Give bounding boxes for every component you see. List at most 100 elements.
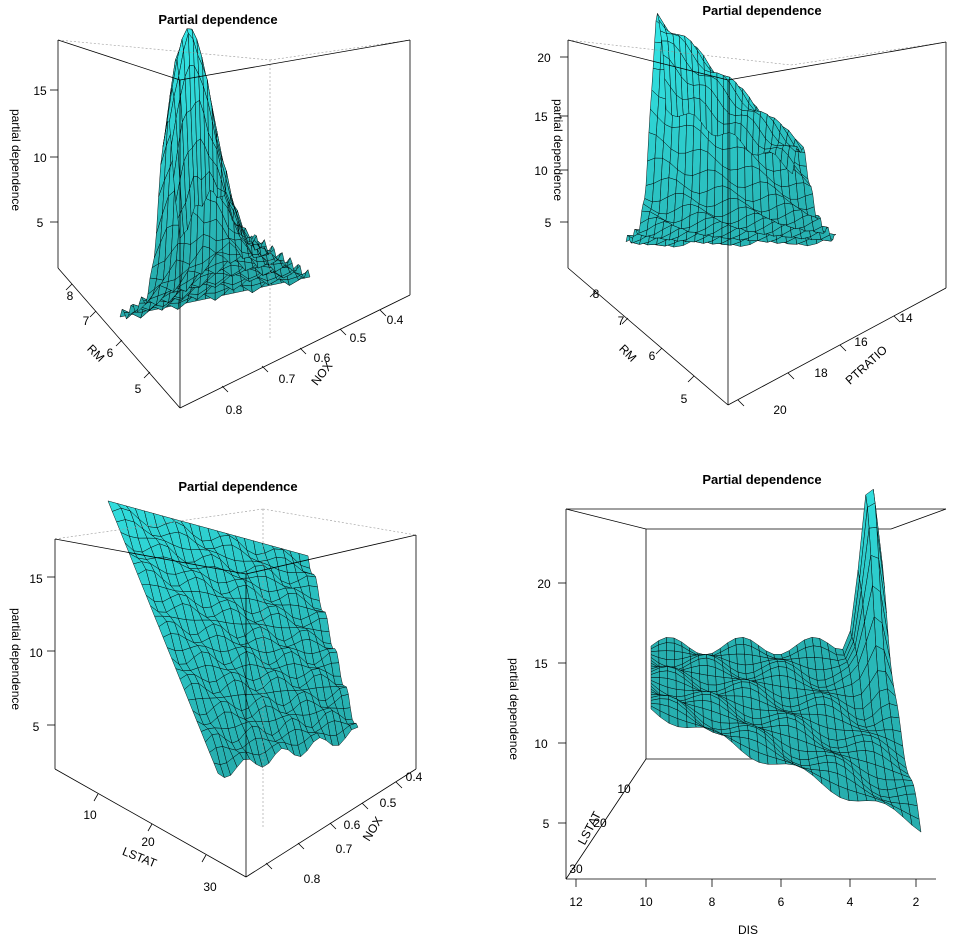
x-tick-label: 30: [203, 880, 217, 894]
surface-cell: [659, 670, 668, 679]
z-ticks: 5 10 15 20: [534, 51, 568, 230]
z-tick-label: 15: [534, 110, 548, 124]
surface-cell: [691, 172, 701, 194]
surface-cell: [771, 675, 781, 687]
surface-cell: [814, 696, 825, 706]
surface-cell: [816, 679, 827, 688]
x-tick-label: 10: [639, 895, 653, 909]
axis-box: [54, 508, 417, 878]
surface-plot-lstat-nox: Partial dependence partial dependence LS…: [9, 479, 423, 894]
surface-cell: [182, 242, 191, 265]
surface-cell: [670, 126, 680, 154]
y-ticks: 14 16 18 20: [737, 311, 913, 417]
surface-cell: [752, 181, 761, 202]
y-tick-label: 0.6: [314, 351, 331, 365]
surface-cell: [735, 637, 744, 646]
x-tick-label: 5: [681, 392, 688, 406]
x-tick-label: 7: [83, 314, 90, 328]
surface-cell: [698, 665, 708, 676]
y-tick-label: 0.6: [344, 818, 361, 832]
surface-cell: [778, 666, 788, 677]
z-tick-label: 5: [37, 216, 44, 230]
chart-panel-lstat-nox: Partial dependence partial dependence LS…: [0, 469, 476, 938]
surface-cell: [736, 653, 746, 666]
x-tick-label: 6: [778, 895, 785, 909]
z-ticks: 5 10 15 20: [534, 577, 566, 831]
surface-cell: [799, 759, 810, 766]
surface-cell: [738, 725, 749, 732]
chart-title: Partial dependence: [702, 3, 821, 18]
surface-cell: [692, 84, 701, 100]
z-tick-label: 5: [543, 817, 550, 831]
surface-mesh: [625, 12, 837, 248]
z-tick-label: 5: [33, 720, 40, 734]
x-tick-label: 8: [67, 289, 74, 303]
y-tick-label: 30: [569, 862, 583, 876]
x-tick-label: 20: [141, 835, 155, 849]
x-axis-label: DIS: [738, 923, 758, 937]
surface-cell: [202, 233, 211, 249]
chart-panel-rm-ptratio: Partial dependence partial dependence RM…: [476, 0, 952, 469]
surface-cell: [729, 122, 736, 136]
axis-box: [567, 39, 947, 406]
surface-cell: [773, 654, 783, 659]
y-tick-label: 0.4: [406, 770, 423, 784]
chart-panel-rm-nox: Partial dependence partial dependence RM…: [0, 0, 476, 469]
z-axis-label: partial dependence: [9, 109, 23, 211]
surface-mesh: [119, 28, 311, 320]
z-tick-label: 15: [33, 84, 47, 98]
surface-cell: [684, 150, 694, 176]
surface-cell: [735, 643, 745, 655]
z-tick-label: 10: [29, 646, 43, 660]
surface-cell: [644, 183, 654, 203]
surface-cell: [765, 152, 774, 172]
y-ticks: 0.4 0.5 0.6 0.7 0.8: [221, 309, 404, 417]
surface-cell: [798, 750, 809, 760]
x-tick-label: 6: [107, 346, 114, 360]
surface-cell: [698, 657, 708, 666]
x-axis-label: RM: [84, 342, 107, 365]
surface-cell: [835, 729, 846, 741]
surface-cell: [855, 740, 866, 752]
surface-cell: [701, 691, 711, 695]
y-tick-label: 0.8: [226, 403, 243, 417]
z-axis-label: partial dependence: [9, 608, 23, 710]
surface-cell: [780, 168, 790, 188]
x-tick-label: 5: [135, 382, 142, 396]
y-tick-label: 0.5: [380, 796, 397, 810]
surface-cell: [816, 704, 827, 716]
y-ticks: 10 20 30: [569, 782, 631, 876]
axis-box-back: [565, 508, 947, 879]
x-tick-label: 10: [83, 808, 97, 822]
surface-cell: [729, 113, 736, 125]
surface-cell: [778, 717, 789, 726]
surface-cell: [686, 82, 695, 100]
x-ticks: 5 6 7 8: [65, 283, 151, 396]
surface-cell: [751, 708, 762, 719]
surface-cell: [729, 146, 738, 171]
surface-cell: [786, 154, 795, 175]
x-tick-label: 6: [649, 349, 656, 363]
surface-cell: [650, 705, 661, 718]
y-tick-label: 0.7: [279, 372, 296, 386]
z-ticks: 5 10 15: [29, 572, 55, 734]
surface-cell: [687, 97, 696, 116]
surface-cell: [316, 611, 328, 619]
y-tick-label: 20: [773, 403, 787, 417]
surface-cell: [779, 675, 789, 688]
surface-cell: [666, 659, 675, 668]
surface-cell: [741, 681, 751, 689]
z-tick-label: 15: [534, 657, 548, 671]
surface-cell: [706, 169, 716, 192]
x-ticks: 10 20 30: [83, 793, 217, 894]
x-tick-label: 8: [709, 895, 716, 909]
surface-cell: [203, 221, 211, 237]
surface-cell: [815, 669, 826, 681]
surface-cell: [788, 687, 798, 699]
surface-cell: [692, 148, 701, 176]
surface-mesh: [107, 500, 359, 779]
x-ticks: 12 10 8 6 4 2: [569, 879, 920, 909]
chart-panel-dis-lstat: Partial dependence partial dependence LS…: [476, 469, 952, 938]
axis-box-front: [565, 758, 936, 880]
surface-cell: [666, 650, 675, 661]
